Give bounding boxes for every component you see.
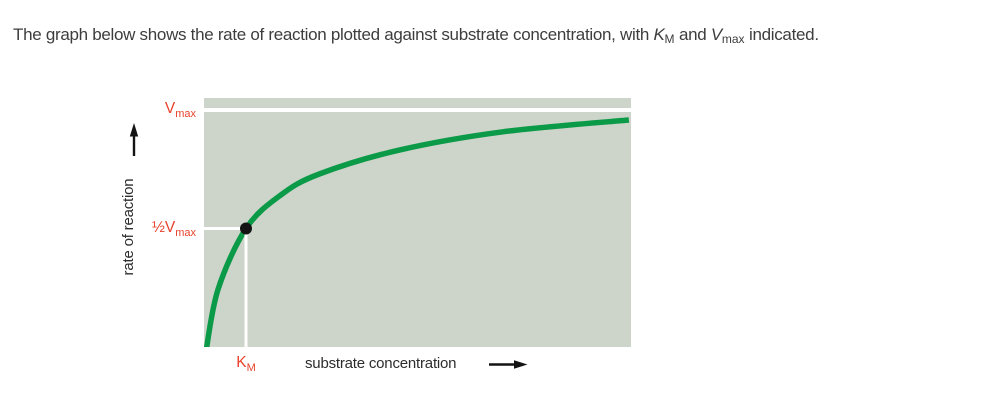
vmax-symbol: V: [710, 25, 722, 44]
x-axis-title: substrate concentration: [305, 355, 457, 372]
question-text-between: and: [674, 25, 711, 44]
y-axis-title: rate of reaction: [120, 178, 137, 276]
km-symbol: K: [653, 25, 665, 44]
km-tick-label: KM: [228, 354, 264, 374]
plot-background: [204, 98, 631, 347]
half-vmax-label-subscript: max: [175, 226, 196, 239]
km-half-vmax-point: [240, 222, 252, 235]
vmax-label-main: V: [164, 100, 176, 117]
vmax-symbol-subscript: max: [721, 32, 745, 46]
half-vmax-guide-line: [204, 227, 246, 230]
question-text: The graph below shows the rate of reacti…: [13, 23, 978, 48]
km-label-subscript: M: [246, 361, 256, 374]
question-text-before: The graph below shows the rate of reacti…: [13, 25, 654, 44]
half-vmax-tick-label: ½Vmax: [138, 219, 196, 239]
km-label-main: K: [236, 354, 247, 371]
question-text-after: indicated.: [744, 25, 819, 44]
half-vmax-label-main: ½V: [151, 219, 176, 236]
vmax-tick-label: Vmax: [155, 100, 196, 120]
plot-area: [204, 98, 631, 347]
x-axis-arrow-icon: [489, 360, 528, 369]
vmax-asymptote-line: [204, 108, 631, 112]
y-axis-arrow-icon: [129, 123, 139, 156]
vmax-label-subscript: max: [175, 107, 196, 120]
km-guide-line: [244, 228, 248, 347]
km-symbol-subscript: M: [664, 32, 675, 46]
reaction-curve: [204, 117, 630, 347]
